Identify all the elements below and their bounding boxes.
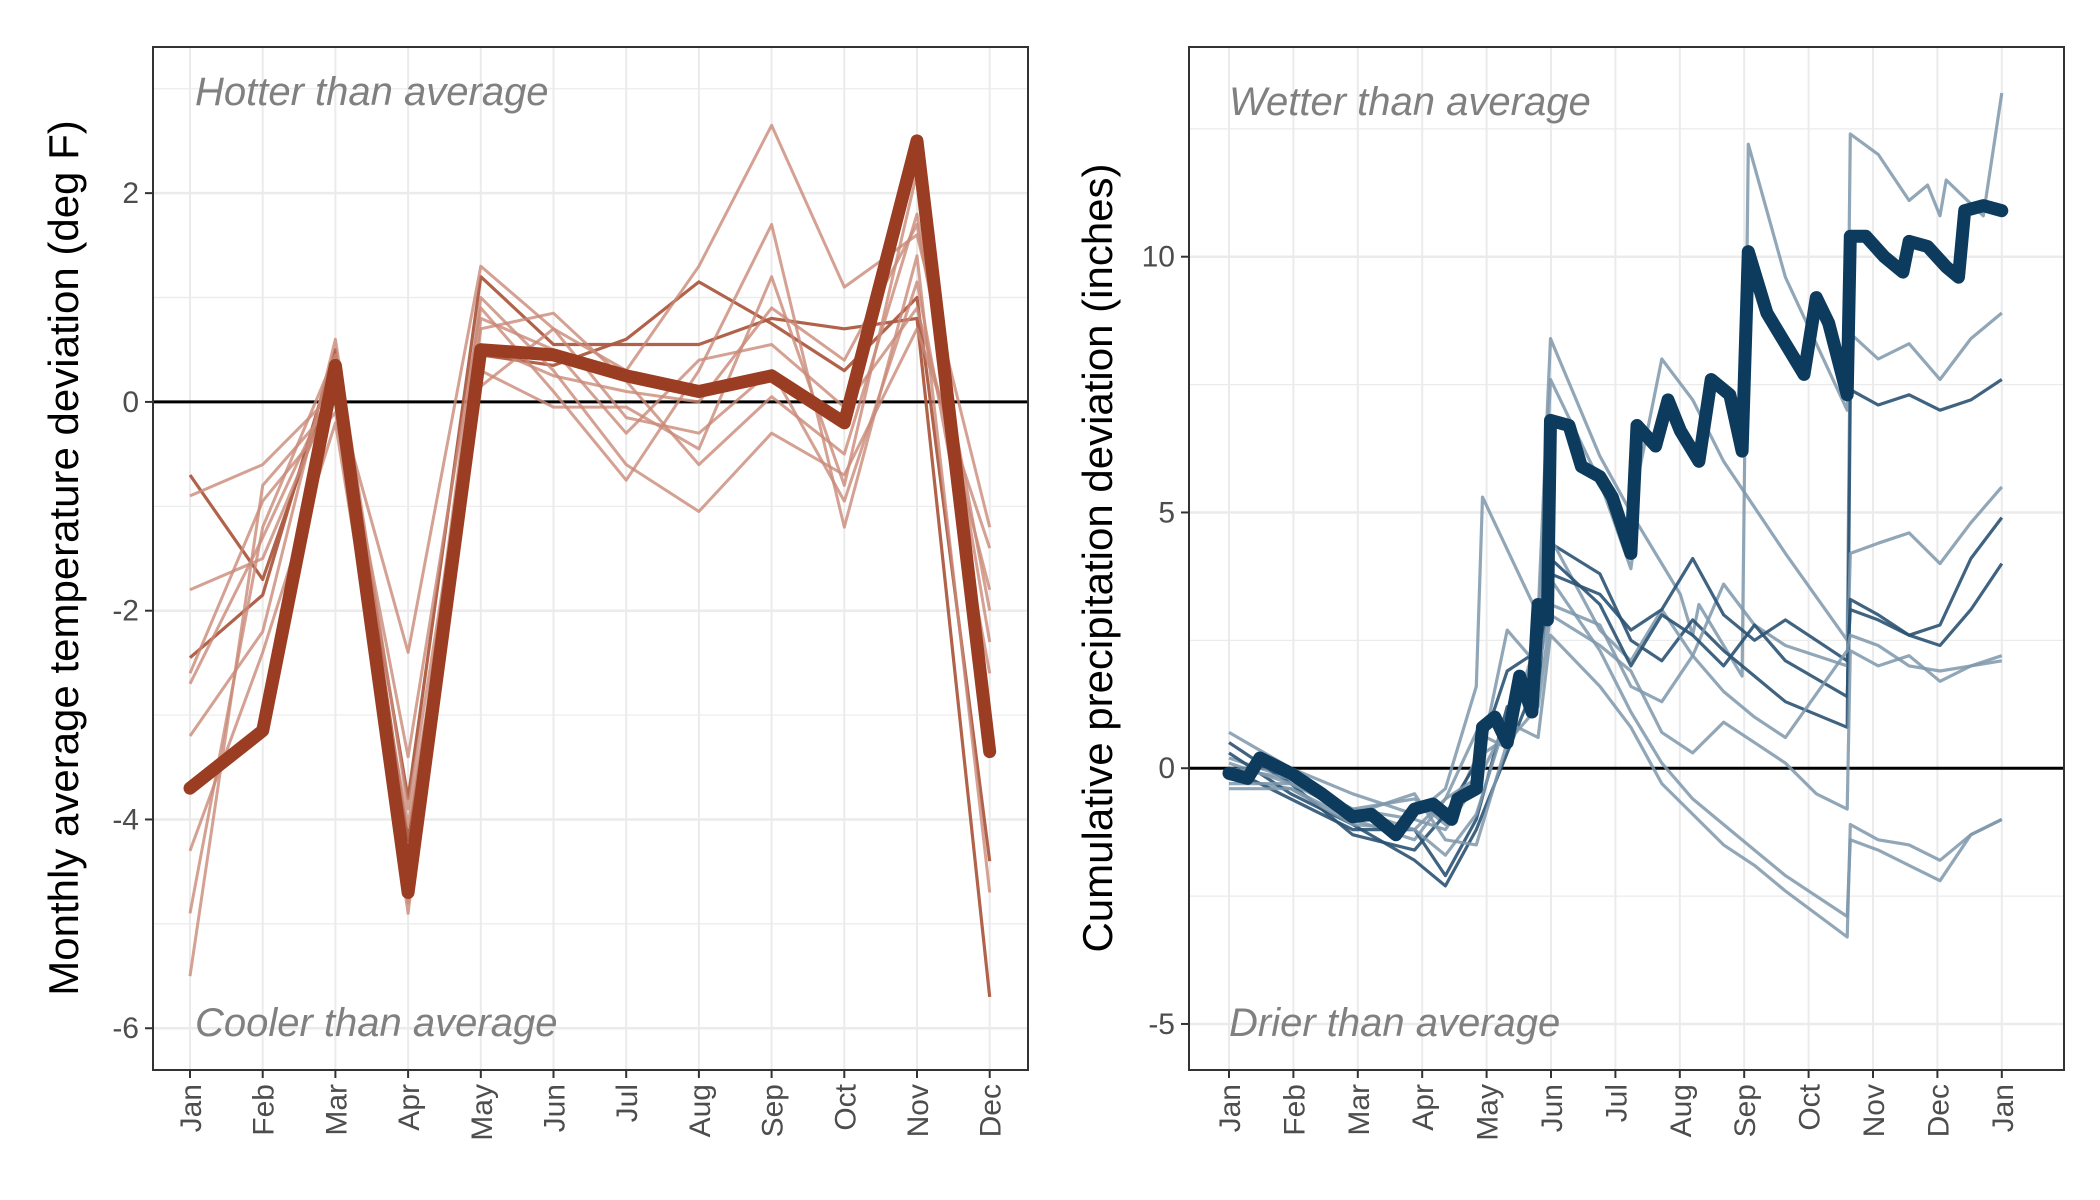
precipitation-series bbox=[1222, 92, 2009, 939]
temperature-x-tick-label: Nov bbox=[902, 1084, 935, 1137]
precipitation-year-line bbox=[1228, 516, 2004, 888]
temperature-x-tick-label: Jul bbox=[611, 1084, 644, 1122]
temperature-x-tick-label: Apr bbox=[393, 1084, 426, 1131]
precipitation-x-tick-label: Jan bbox=[1987, 1084, 2020, 1132]
precipitation-x-tick-label: May bbox=[1472, 1084, 1505, 1141]
wetter-than-average-annotation: Wetter than average bbox=[1229, 80, 1591, 124]
drier-than-average-annotation: Drier than average bbox=[1229, 1001, 1560, 1045]
precipitation-y-tick-label: 5 bbox=[1158, 496, 1175, 529]
precipitation-y-tick-label: -5 bbox=[1148, 1008, 1175, 1041]
temperature-x-tick-label: Oct bbox=[829, 1083, 862, 1130]
precipitation-x-tick-label: Sep bbox=[1729, 1084, 1762, 1137]
temperature-x-tick-label: Dec bbox=[975, 1084, 1008, 1137]
temperature-x-tick-label: Mar bbox=[320, 1084, 353, 1136]
temperature-panel-border bbox=[152, 46, 1029, 1071]
precipitation-panel-border bbox=[1188, 46, 2065, 1071]
temperature-y-tick-label: -4 bbox=[112, 803, 139, 836]
precipitation-x-tick-label: Jan bbox=[1214, 1084, 1247, 1132]
precipitation-year-line bbox=[1228, 633, 2003, 939]
precipitation-year-line bbox=[1228, 613, 2003, 847]
temperature-year-line bbox=[188, 212, 992, 874]
precipitation-y-ticks: -5 0 5 10 bbox=[1142, 241, 1189, 1041]
temperature-y-tick-label: 2 bbox=[122, 177, 139, 210]
precipitation-x-tick-label: Dec bbox=[1922, 1084, 1955, 1137]
precipitation-year-line bbox=[1229, 602, 2003, 857]
precipitation-year-line bbox=[1228, 311, 2003, 816]
temperature-y-tick-label: -6 bbox=[112, 1012, 139, 1045]
precipitation-y-tick-label: 10 bbox=[1142, 241, 1175, 274]
precipitation-panel: Wetter than average Drier than average -… bbox=[1074, 46, 2065, 1141]
temperature-x-tick-label: Jan bbox=[175, 1084, 208, 1132]
precipitation-x-tick-label: Apr bbox=[1407, 1084, 1440, 1131]
temperature-x-tick-label: Sep bbox=[757, 1084, 790, 1137]
precipitation-x-tick-label: Aug bbox=[1665, 1084, 1698, 1137]
temperature-x-tick-label: May bbox=[466, 1084, 499, 1141]
precipitation-x-tick-label: Nov bbox=[1858, 1084, 1891, 1137]
cooler-than-average-annotation: Cooler than average bbox=[195, 1001, 557, 1045]
precipitation-x-tick-label: Jul bbox=[1600, 1084, 1633, 1122]
temperature-x-tick-label: Jun bbox=[539, 1084, 572, 1132]
precipitation-x-tick-label: Feb bbox=[1278, 1084, 1311, 1136]
temperature-y-axis-title: Monthly average temperature deviation (d… bbox=[40, 120, 87, 995]
precipitation-y-axis-title: Cumulative precipitation deviation (inch… bbox=[1074, 163, 1121, 952]
precipitation-x-tick-label: Mar bbox=[1343, 1084, 1376, 1136]
precipitation-year-line bbox=[1228, 556, 2004, 878]
hotter-than-average-annotation: Hotter than average bbox=[195, 70, 549, 114]
precipitation-y-tick-label: 0 bbox=[1158, 752, 1175, 785]
temperature-series bbox=[183, 123, 997, 998]
precipitation-gridlines bbox=[1189, 47, 2064, 1070]
temperature-y-tick-label: -2 bbox=[112, 595, 139, 628]
temperature-y-tick-label: 0 bbox=[122, 386, 139, 419]
precipitation-x-tick-label: Oct bbox=[1794, 1083, 1827, 1130]
temperature-x-tick-label: Aug bbox=[684, 1084, 717, 1137]
temperature-highlight-line bbox=[183, 134, 997, 899]
precipitation-highlight-line bbox=[1222, 199, 2009, 842]
temperature-x-tick-label: Feb bbox=[248, 1084, 281, 1136]
precipitation-x-tick-label: Jun bbox=[1536, 1084, 1569, 1132]
temperature-x-ticks: Jan Feb Mar Apr May Jun Jul Aug Sep Oct Nov Dec bbox=[175, 1070, 1008, 1141]
temperature-panel: Hotter than average Cooler than average … bbox=[40, 46, 1029, 1141]
precipitation-x-ticks: Jan Feb Mar Apr May Jun Jul Aug Sep Oct Nov Dec Jan bbox=[1214, 1070, 2020, 1141]
temperature-year-line bbox=[188, 223, 992, 811]
temperature-y-ticks: -6 -4 -2 0 2 bbox=[112, 177, 153, 1045]
